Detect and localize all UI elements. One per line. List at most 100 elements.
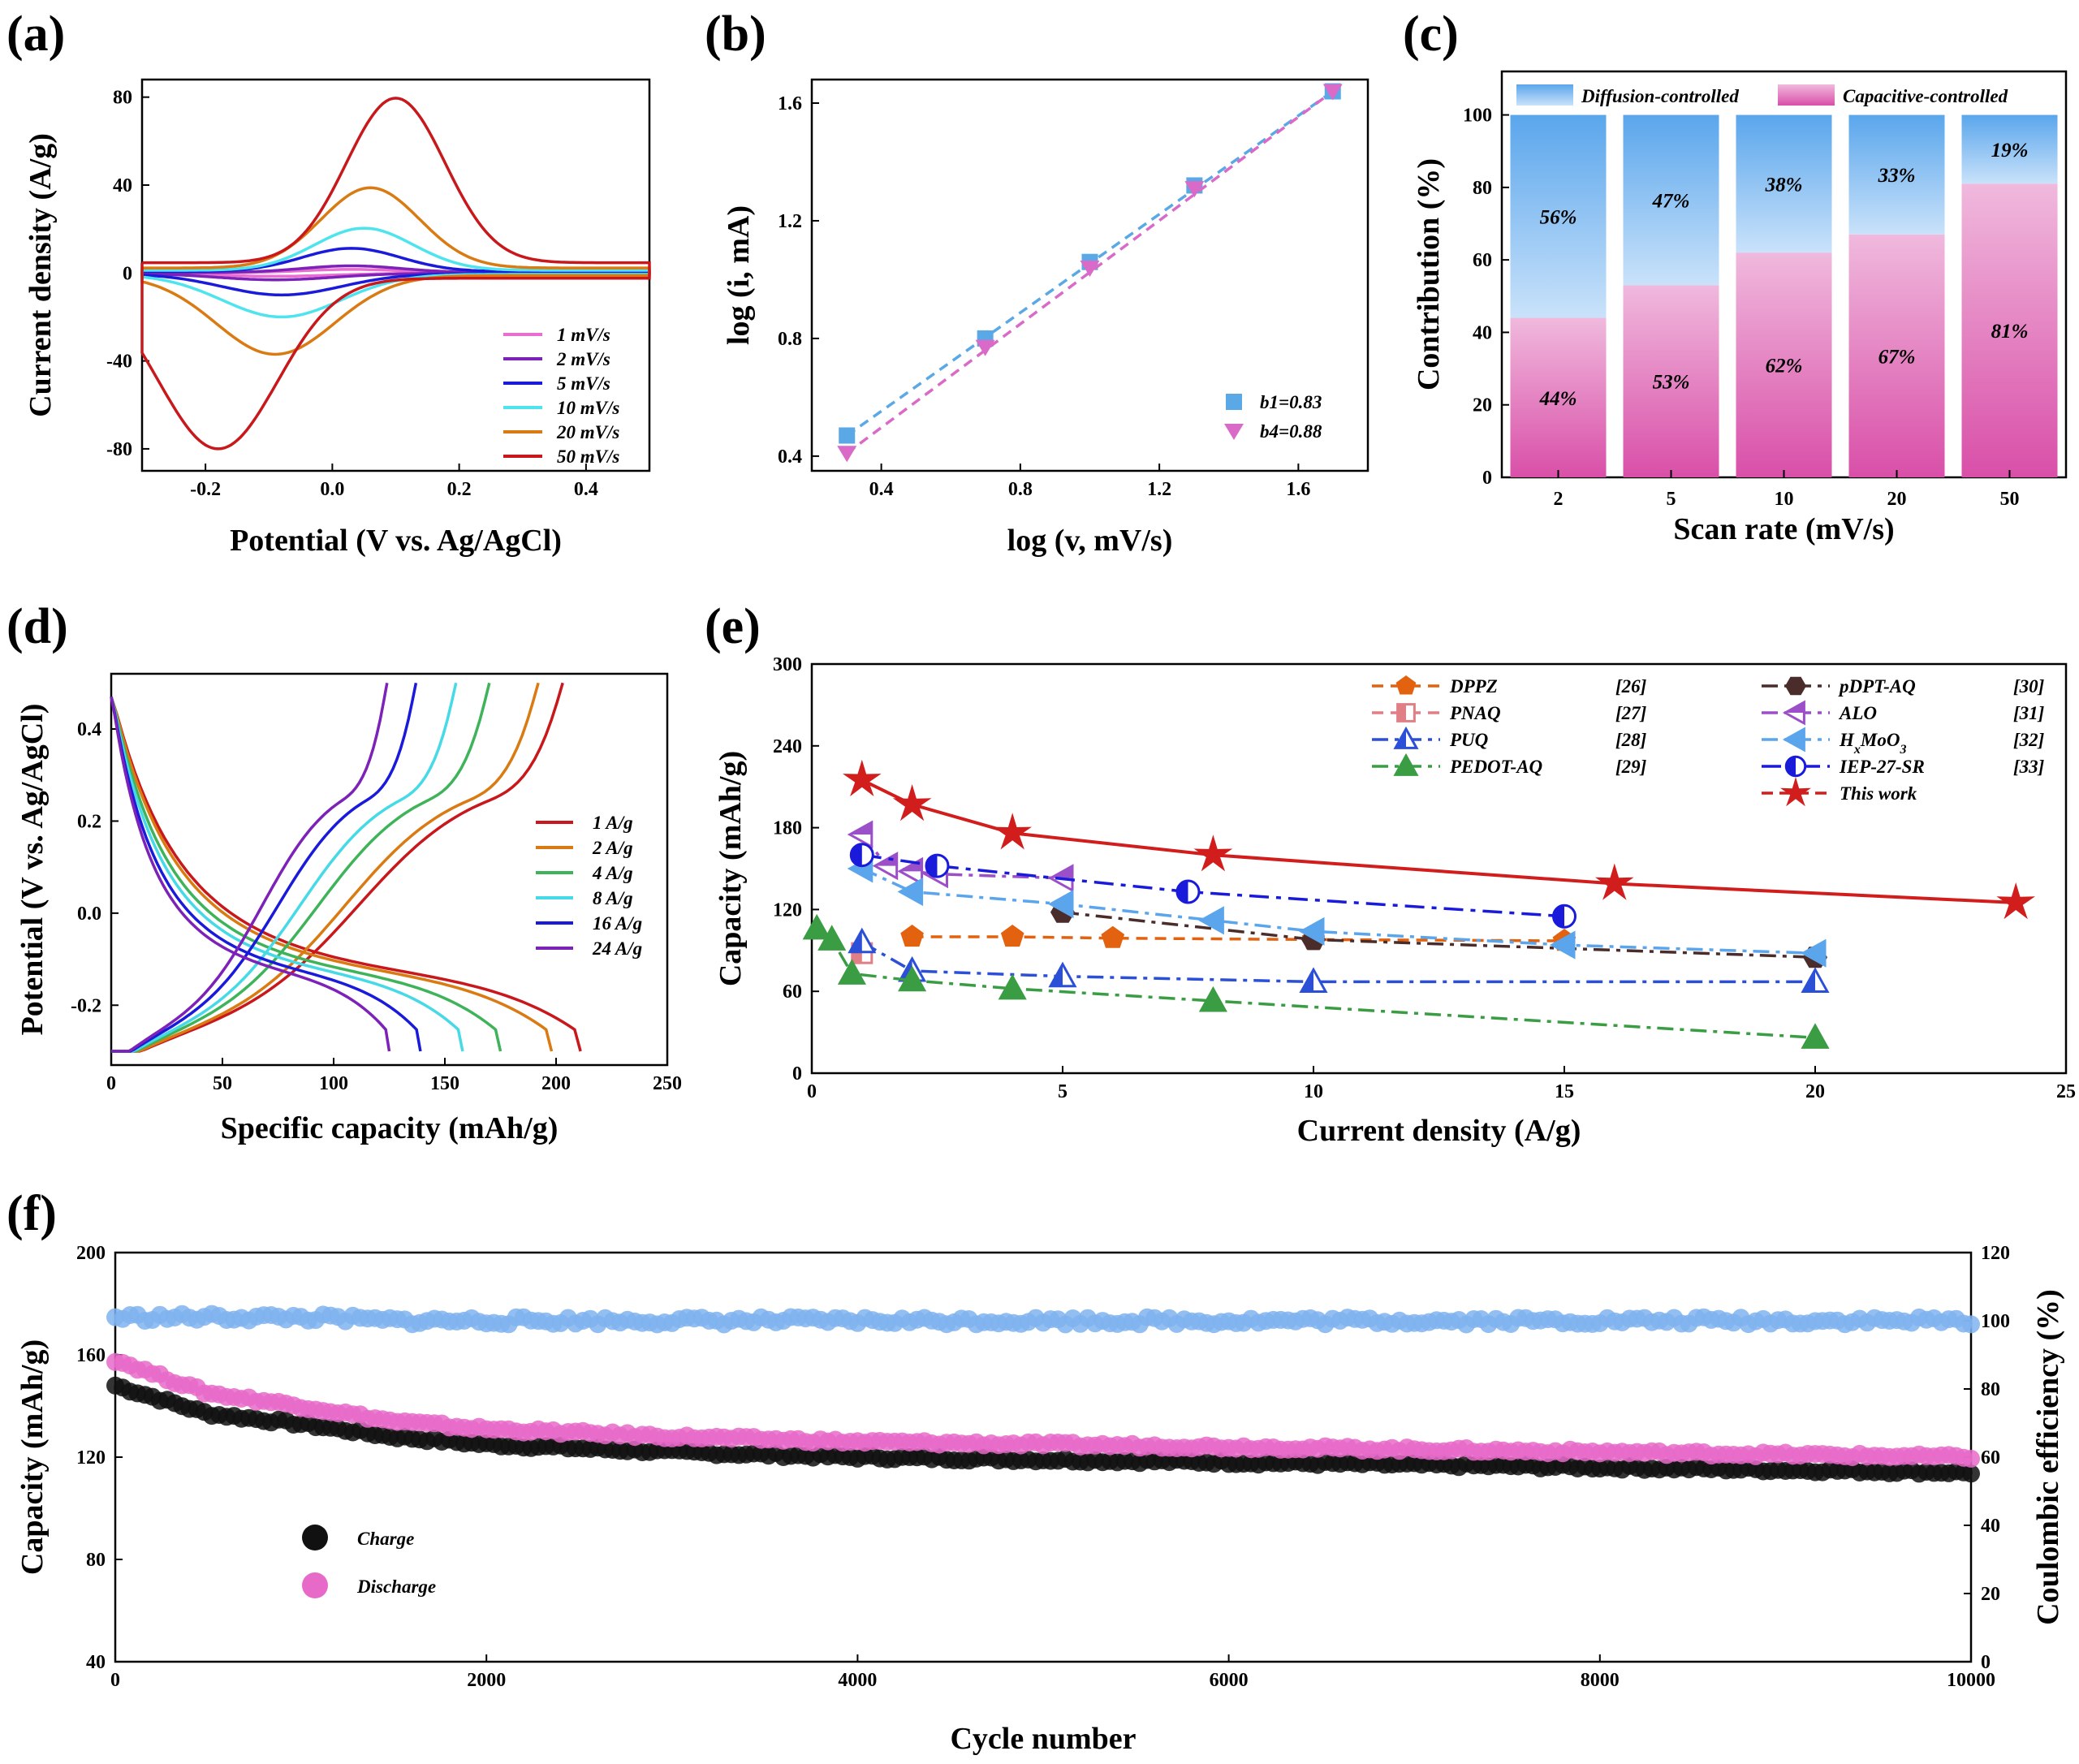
cv-ytick-label: -40 [106,352,132,373]
contrib-ytick-label: 40 [1473,322,1492,343]
cyc-xtick-label: 8000 [1581,1670,1620,1691]
rate-xtick-label: 0 [807,1081,817,1102]
contrib-bar-diffusion [1623,114,1719,286]
gcd-legend-label-3: 8 A/g [593,888,633,908]
bval-point-b1 [839,427,856,444]
rate-ytick-label: 120 [773,899,802,921]
cyc-right-ytick-label: 80 [1981,1379,2000,1400]
contrib-x-axis-title: Scan rate (mV/s) [1673,512,1894,546]
rate-ytick-label: 180 [773,818,802,839]
contrib-bar-capacitive [1961,183,2058,477]
contrib-xtick-label: 20 [1887,489,1907,510]
contrib-xtick-label: 5 [1667,489,1676,510]
rate-point-6 [1549,930,1576,960]
bval-fit-line-1 [846,90,1334,455]
bval-legend-label-1: b4=0.88 [1260,421,1322,442]
panel-label-e: (e) [705,599,761,654]
gcd-charge-curve-3 [111,682,458,1053]
contrib-bar-diffusion [1961,114,2058,184]
rate-legend-ref-0: [26] [1615,676,1647,697]
rate-legend-subscript: 3 [1899,743,1906,757]
cyc-legend-marker-charge [302,1525,328,1551]
cyc-legend-label-charge: Charge [357,1529,414,1549]
gcd-legend-label-1: 2 A/g [592,838,633,858]
rate-point-6 [1800,938,1827,968]
cyc-series-0 [106,1376,1980,1483]
bval-y-axis-title: log (i, mA) [722,205,756,345]
rate-point-8 [1996,882,2035,920]
rate-point-3 [1198,986,1227,1012]
bval-ytick-label: 0.8 [778,329,802,350]
cyc-right-ytick-label: 100 [1981,1311,2010,1332]
cv-xtick-label: 0.0 [320,479,344,500]
rate-legend-ref-2: [28] [1615,730,1647,750]
contrib-label-capacitive: 67% [1878,346,1916,368]
cyc-series-1 [106,1352,1980,1468]
cv-legend-label-3: 10 mV/s [557,398,619,418]
gcd-frame [110,672,669,1067]
bval-point-b4 [837,446,857,463]
rate-point-7-fill [851,843,862,866]
rate-legend-marker-7-fill [1786,757,1796,776]
rate-y-axis-title: Capacity (mAh/g) [714,751,748,986]
cv-ytick-label: 0 [123,263,132,284]
cyc-right-ytick-label: 40 [1981,1516,2000,1537]
cyc-xtick-label: 6000 [1210,1670,1249,1691]
bval-legend-label-0: b1=0.83 [1260,392,1322,412]
panel-a-cv-curves: -0.2 0.0 0.2 0.4 -80 -40 0 40 80 Potential (V vs.… [24,78,651,558]
gcd-charge-curve-1 [111,682,540,1053]
gcd-charge-curve-0 [111,682,564,1053]
rate-point-8 [1193,835,1233,872]
rate-legend-label-6: HxMoO3 [1839,730,1906,757]
rate-line-7 [861,853,1565,918]
gcd-charge-curve-5 [111,682,389,1053]
rate-point-6 [1198,906,1224,935]
contrib-bar-capacitive [1848,234,1945,477]
cv-curve-5 [140,97,651,451]
bval-point-b4 [1322,84,1343,101]
contrib-ytick-label: 0 [1482,468,1492,489]
rate-line-5 [860,833,1063,880]
gcd-xtick-label: 200 [541,1073,571,1094]
bval-frame [810,78,1369,472]
cv-xtick-label: -0.2 [190,479,221,500]
rate-x-axis-title: Current density (A/g) [1297,1114,1581,1148]
rate-point-3 [1801,1023,1830,1049]
cv-legend-label-4: 20 mV/s [556,422,619,442]
rate-point-0 [900,925,924,947]
contrib-label-capacitive: 53% [1653,372,1690,394]
bval-x-axis-title: log (v, mV/s) [1007,524,1173,558]
gcd-ytick-label: 0.4 [77,719,101,740]
rate-legend-marker-2-fill [1395,729,1406,748]
rate-legend-marker-8 [1780,777,1811,807]
panel-f-cycling: 0 2000 4000 6000 8000 10000408012016020002040… [15,1243,2065,1756]
cv-ytick-label: 40 [113,175,132,196]
contrib-xtick-label: 10 [1775,489,1794,510]
cyc-point-1 [1962,1449,1980,1468]
rate-point-7-fill [926,855,938,878]
rate-legend-label-4: pDPT-AQ [1838,676,1916,697]
rate-legend-marker-0 [1395,675,1417,695]
rate-legend-subscript: x [1853,743,1861,757]
bval-ytick-label: 0.4 [778,446,802,468]
bval-xtick-label: 0.4 [869,479,894,500]
gcd-ytick-label: 0.2 [77,811,101,832]
gcd-charge-curve-4 [111,682,418,1053]
rate-point-5-fill [874,853,897,866]
contrib-label-diffusion: 47% [1652,190,1690,212]
panel-e-rate-comparison: 0 5 10 15 20 25 0 60 120 180 240 300 Current density… [714,654,2076,1148]
cyc-series-2 [106,1305,1980,1334]
gcd-legend-label-0: 1 A/g [593,813,633,833]
cyc-ytick-label: 120 [76,1447,106,1469]
rate-point-8 [1595,863,1634,900]
gcd-legend-label-2: 4 A/g [592,863,633,883]
rate-legend-marker-1-fill [1397,704,1406,722]
cyc-ytick-label: 160 [76,1345,106,1366]
rate-point-3 [802,913,831,940]
rate-legend-label-1: PNAQ [1449,703,1501,723]
cyc-xtick-label: 2000 [467,1670,506,1691]
rate-point-0 [1101,925,1125,948]
rate-point-7-fill [1177,881,1188,904]
panel-c-contribution-bars: 0 20 40 60 80 100 56% 44% 2 47% 53% 5 38% 62% 10 33% 67%… [1412,70,2068,546]
cv-x-axis-title: Potential (V vs. Ag/AgCl) [230,524,562,558]
